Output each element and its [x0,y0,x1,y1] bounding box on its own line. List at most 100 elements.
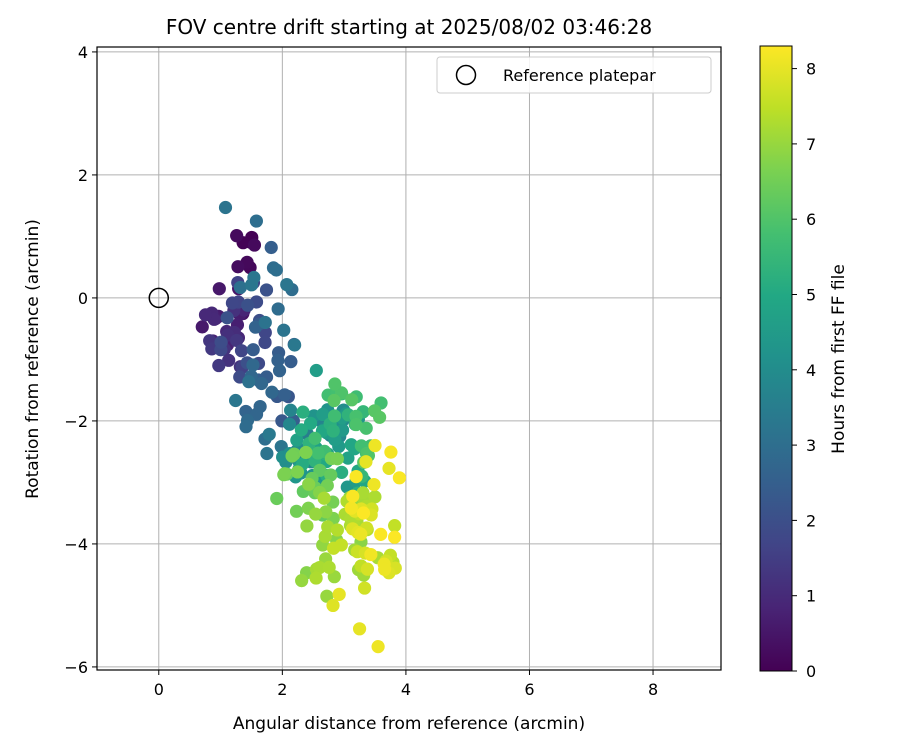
data-point [326,598,340,613]
y-axis-ticks: −6 −4 −2 0 2 4 [64,43,97,677]
data-point [346,489,360,503]
data-point [241,298,255,312]
data-point [264,240,278,255]
data-point [368,438,382,453]
colorbar-gradient [759,45,793,672]
data-point [308,431,322,445]
data-point [270,491,284,506]
data-point [222,353,236,367]
colorbar: 0 1 2 3 4 5 6 7 8 Hours from first FF file [759,45,849,681]
data-point [288,338,302,352]
y-tick-label: 0 [78,289,88,308]
data-point [220,311,234,325]
data-point [328,377,342,391]
colorbar-tick-label: 2 [806,511,816,530]
data-point [352,622,367,636]
data-point [214,335,228,349]
data-point [233,280,247,295]
data-point [356,506,371,520]
data-point [326,541,341,555]
x-tick-label: 0 [154,680,164,699]
data-point [360,562,375,576]
y-tick-label: 2 [78,166,88,185]
y-axis-label: Rotation from reference (arcmin) [23,219,43,499]
data-point [294,423,308,437]
data-point [254,376,269,391]
data-point [230,333,244,348]
y-tick-label: −4 [64,535,88,554]
data-point [309,571,323,585]
data-point [300,519,314,533]
data-point [262,427,276,441]
reference-platepar-marker [148,287,170,309]
data-point [316,407,330,422]
data-point [384,445,398,459]
data-point [364,547,378,562]
colorbar-tick-label: 0 [806,662,816,681]
data-point [246,358,260,372]
data-point [282,417,297,431]
data-point [248,320,263,334]
data-point [271,302,285,316]
data-point [330,452,344,466]
colorbar-ticks: 0 1 2 3 4 5 6 7 8 [792,60,816,681]
grid [97,47,721,670]
data-point [284,355,298,369]
data-point [272,364,287,378]
data-point [278,388,292,402]
data-point [247,238,262,252]
data-point [326,424,340,438]
data-point [317,491,331,505]
data-point [388,530,402,544]
data-point [327,393,341,408]
x-tick-label: 8 [648,680,658,699]
data-point [319,505,333,519]
data-point [277,467,292,481]
colorbar-tick-label: 8 [806,60,816,79]
data-point [344,501,358,515]
legend-label-reference-platepar: Reference platepar [503,66,656,85]
data-point [299,445,313,460]
data-point [356,486,370,500]
colorbar-tick-label: 6 [806,210,816,229]
data-point [277,323,291,337]
y-tick-label: 4 [78,43,88,62]
legend-box [436,56,712,94]
data-point [289,504,304,518]
y-tick-label: −2 [64,412,88,431]
data-point [373,410,387,424]
colorbar-label: Hours from first FF file [829,264,849,454]
data-point [357,581,372,595]
legend-marker-open-circle [455,64,477,86]
legend: Reference platepar [436,56,712,94]
data-point [296,405,310,419]
data-point [313,463,327,477]
data-point [349,469,363,484]
data-point [354,527,368,541]
data-point [368,490,382,504]
data-point [367,477,381,492]
data-point [231,260,245,274]
chart-title: FOV centre drift starting at 2025/08/02 … [166,15,652,39]
data-point [258,335,272,350]
data-point [359,421,373,435]
data-point [374,527,388,541]
colorbar-tick-label: 5 [806,285,816,304]
plot-frame [96,46,722,671]
colorbar-tick-label: 1 [806,587,816,606]
data-point [327,409,342,423]
data-point [311,446,325,460]
data-point [302,477,316,491]
data-point [309,507,323,521]
data-point [247,270,261,285]
data-point [259,283,274,297]
colorbar-tick-label: 7 [806,135,816,154]
data-point [218,200,233,215]
data-point [322,560,336,574]
y-tick-label: −6 [64,658,88,677]
data-point [230,229,244,243]
data-point [283,403,298,417]
colorbar-tick-label: 3 [806,436,816,455]
data-point [335,465,349,479]
